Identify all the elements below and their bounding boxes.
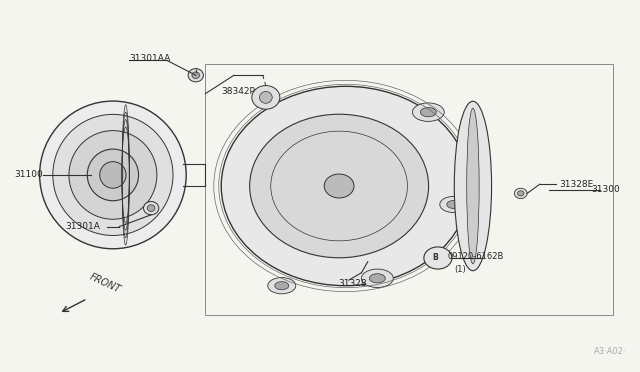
Ellipse shape [268,278,296,294]
Ellipse shape [53,114,173,235]
Ellipse shape [252,86,280,109]
Ellipse shape [188,68,204,82]
Text: (1): (1) [454,264,465,273]
Ellipse shape [362,269,394,288]
Text: FRONT: FRONT [88,272,122,295]
Ellipse shape [420,108,436,117]
Ellipse shape [69,131,157,219]
Text: A3·A02·: A3·A02· [594,347,627,356]
Ellipse shape [259,92,272,103]
Text: B: B [432,253,438,262]
Text: 31100: 31100 [14,170,43,179]
Ellipse shape [447,201,461,209]
Ellipse shape [369,274,385,283]
Ellipse shape [424,247,452,269]
Text: 31300: 31300 [591,185,620,194]
Ellipse shape [324,174,354,198]
Ellipse shape [440,196,468,212]
Ellipse shape [221,86,470,286]
Text: 31301A: 31301A [65,222,100,231]
Ellipse shape [147,205,155,211]
Text: 31328: 31328 [338,279,367,288]
Text: 31328E: 31328E [559,180,593,189]
Ellipse shape [87,149,138,201]
Ellipse shape [192,72,200,78]
Ellipse shape [412,103,444,121]
Ellipse shape [250,114,429,258]
Ellipse shape [515,188,527,199]
Ellipse shape [454,101,492,271]
Ellipse shape [40,101,186,249]
Ellipse shape [143,202,159,215]
Ellipse shape [467,108,479,264]
Ellipse shape [100,161,126,188]
Text: 31301AA: 31301AA [129,54,170,63]
Ellipse shape [518,191,524,196]
Text: 38342P: 38342P [221,87,255,96]
Ellipse shape [275,282,289,290]
Text: 09120-6162B: 09120-6162B [447,252,504,262]
